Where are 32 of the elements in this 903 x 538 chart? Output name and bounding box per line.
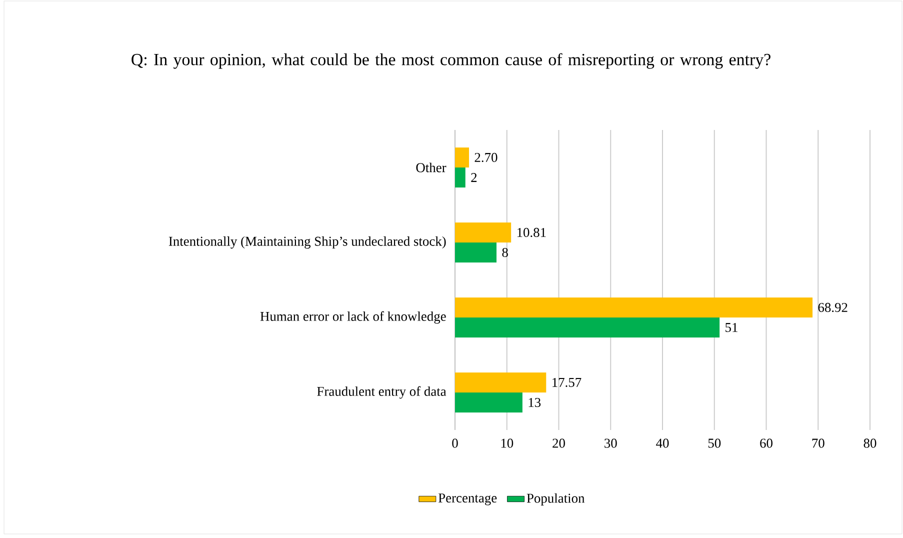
data-label: 2.70 [474,152,498,162]
x-tick-label: 60 [760,438,772,448]
y-tick-label: Intentionally (Maintaining Ship’s undeclared stock) [168,236,446,249]
x-tick-label: 50 [708,438,721,448]
y-tick-label: Human error or lack of knowledge [260,311,446,324]
data-label: 17.57 [552,378,582,388]
legend-label: Percentage [438,494,497,506]
x-tick-label: 40 [656,438,669,448]
x-tick-label: 80 [864,438,876,448]
x-tick-label: 20 [552,438,565,448]
data-label: 13 [528,398,541,407]
data-label: 68.92 [818,302,848,312]
data-label: 2 [471,173,477,182]
x-tick-label: 0 [452,438,458,448]
x-tick-label: 30 [604,438,617,448]
y-tick-label: Other [416,162,446,172]
bar [455,147,470,168]
bar [455,372,546,392]
legend-label: Population [526,493,585,506]
bar [455,242,497,262]
data-label: 51 [726,322,738,332]
bar [455,222,512,242]
x-tick-label: 10 [501,438,514,448]
bar [455,297,813,318]
x-tick-label: 70 [812,438,824,448]
y-tick-label: Fraudulent entry of data [317,386,446,399]
bar [455,317,720,338]
data-label: 8 [502,248,508,258]
data-label: 10.81 [517,228,546,238]
bar [455,167,466,188]
bar [455,392,522,412]
chart-title: Q: In your opinion, what could be the most common cause of misreporting or wrong entry? [132,53,770,69]
